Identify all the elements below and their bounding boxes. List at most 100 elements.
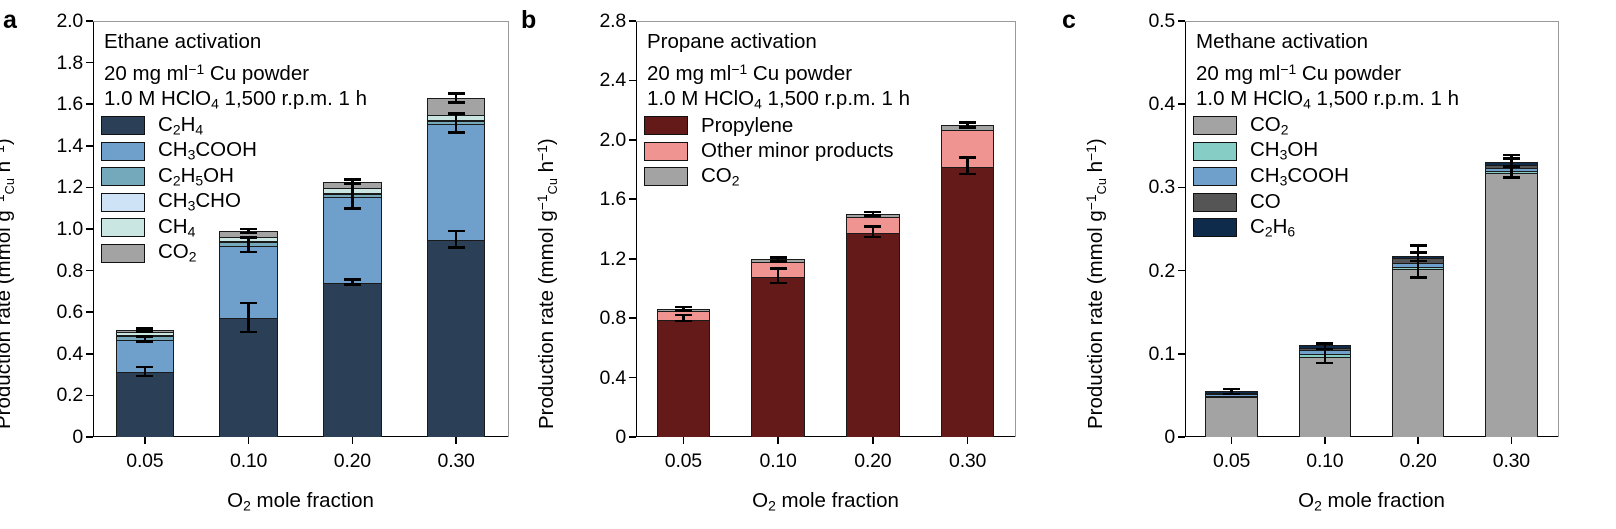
error-cap-bottom-a-6 [343, 283, 361, 286]
bar-a-0.20 [323, 181, 382, 437]
ytick-b-7 [629, 20, 636, 22]
xtick-a-0 [144, 437, 146, 444]
error-cap-bottom-b-5 [864, 214, 882, 217]
ytick-b-5 [629, 139, 636, 141]
bar-segment-CH₃OH [1206, 395, 1257, 397]
legend-item-a-4: CH4 [101, 215, 257, 241]
error-cap-top-b-6 [959, 156, 977, 159]
xtick-a-3 [455, 437, 457, 444]
error-cap-bottom-b-1 [674, 309, 692, 312]
ytick-label-b-6: 2.4 [599, 69, 626, 92]
error-cap-top-a-1 [136, 335, 154, 339]
ytick-label-a-0: 0 [72, 426, 83, 448]
xtick-label-c-2: 0.20 [1399, 450, 1437, 472]
legend-label-C₂H₅OH: C2H5OH [158, 163, 234, 188]
ytick-c-5 [1178, 20, 1185, 22]
bar-b-0.20 [846, 213, 900, 437]
ytick-b-0 [629, 436, 636, 438]
error-bar-b-5 [871, 212, 875, 216]
error-bar-a-3 [247, 302, 250, 332]
ytick-label-c-1: 0.1 [1148, 342, 1175, 365]
legend-swatch-Propylene [644, 116, 688, 136]
error-cap-top-b-3 [769, 256, 787, 259]
xtick-label-b-1: 0.10 [759, 450, 797, 472]
legend-swatch-C₂H₅OH [101, 167, 145, 187]
annotation-title-c: Methane activation [1196, 30, 1369, 53]
ytick-a-1 [86, 394, 93, 397]
ytick-label-b-4: 1.6 [599, 188, 626, 211]
ytick-a-4 [86, 269, 93, 272]
xtick-b-2 [872, 437, 874, 444]
error-cap-top-c-5 [1502, 153, 1520, 157]
xtick-label-c-1: 0.10 [1306, 450, 1344, 472]
ytick-a-5 [86, 228, 93, 230]
xtick-label-c-0: 0.05 [1213, 450, 1251, 472]
legend-item-a-0: C2H4 [101, 113, 257, 139]
bar-b-0.10 [751, 259, 805, 437]
error-bar-b-0 [682, 315, 685, 322]
xtick-c-2 [1417, 437, 1419, 444]
xtick-label-c-3: 0.30 [1492, 450, 1530, 472]
ytick-label-c-5: 0.5 [1148, 10, 1175, 32]
annotation-condition-1-a: 20 mg ml−1 Cu powder [104, 61, 310, 86]
error-cap-top-c-2 [1316, 341, 1334, 345]
xtick-c-1 [1324, 437, 1326, 444]
error-cap-bottom-a-1 [136, 340, 154, 344]
xtick-label-a-3: 0.30 [437, 450, 475, 472]
error-bar-a-1 [143, 336, 147, 342]
ytick-label-a-8: 1.6 [56, 93, 83, 116]
error-bar-a-6 [351, 279, 354, 285]
error-bar-c-0 [1230, 389, 1233, 395]
legend-swatch-CO₂ [101, 243, 145, 263]
ytick-b-3 [629, 257, 636, 260]
plot-top-rule-b [636, 21, 1016, 23]
plot-area-b [636, 21, 1015, 437]
ytick-b-2 [629, 317, 636, 319]
error-bar-a-0 [143, 366, 147, 377]
error-bar-a-8 [351, 179, 354, 184]
ytick-a-9 [86, 61, 93, 64]
legend-swatch-CH₃COOH [101, 141, 145, 161]
error-bar-c-1 [1323, 343, 1327, 363]
legend-swatch-CO₂ [1193, 116, 1237, 136]
legend-label-Other minor products: Other minor products [701, 139, 894, 162]
bar-segment-C₂H₄ [324, 283, 381, 437]
annotation-condition-2-b: 1.0 M HClO4 1,500 r.p.m. 1 h [647, 86, 910, 111]
error-cap-bottom-b-0 [674, 319, 692, 323]
legend-swatch-CH₃COOH [1193, 167, 1237, 187]
ytick-label-b-3: 1.2 [599, 247, 626, 270]
ytick-a-7 [86, 145, 93, 147]
ytick-label-a-5: 1.0 [56, 218, 83, 240]
ytick-label-a-10: 2.0 [56, 10, 83, 32]
xtick-b-1 [777, 437, 779, 444]
ytick-label-a-7: 1.4 [56, 134, 83, 157]
panel-letter-b: b [521, 6, 537, 34]
ytick-a-8 [86, 103, 93, 105]
legend-item-a-3: CH3CHO [101, 190, 257, 216]
error-cap-top-b-0 [674, 313, 692, 317]
ytick-a-0 [86, 436, 93, 438]
plot-right-rule-c [1558, 21, 1560, 437]
bar-c-0.20 [1391, 256, 1445, 437]
legend-swatch-CH₄ [101, 218, 145, 238]
error-cap-bottom-a-7 [343, 207, 361, 210]
ytick-label-b-5: 2.0 [599, 128, 626, 151]
ytick-label-b-0: 0 [615, 426, 626, 448]
legend-item-b-0: Propylene [644, 113, 894, 139]
bar-segment-Propylene [941, 166, 994, 437]
error-cap-top-b-5 [864, 210, 882, 214]
legend-label-CO: CO [1250, 190, 1281, 213]
ytick-b-6 [629, 79, 636, 82]
legend-label-CH₃COOH: CH3COOH [158, 138, 257, 163]
plot-top-rule-a [93, 21, 509, 23]
error-cap-bottom-a-10 [447, 130, 465, 134]
error-bar-c-4 [1416, 252, 1420, 262]
error-cap-top-a-4 [240, 236, 258, 239]
legend-item-c-1: CH3OH [1193, 139, 1349, 165]
xaxis-title-c: O2 mole fraction [1298, 489, 1445, 514]
legend-swatch-Other minor products [644, 141, 688, 161]
error-cap-top-b-1 [674, 305, 692, 309]
bar-c-0.30 [1485, 162, 1538, 437]
ytick-label-a-3: 0.6 [56, 301, 83, 324]
